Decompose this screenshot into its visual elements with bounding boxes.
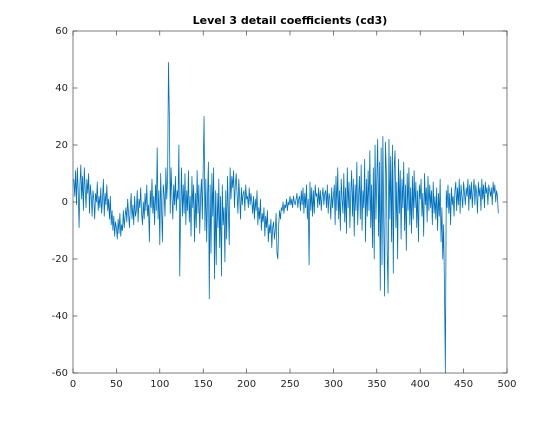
axes-box [72,30,508,374]
x-tick-label: 100 [150,379,169,390]
y-tick-label: 20 [55,140,68,151]
x-tick-label: 350 [367,379,386,390]
x-tick-label: 450 [454,379,473,390]
x-tick-label: 250 [280,379,299,390]
x-tick-label: 0 [70,379,76,390]
x-tick-label: 300 [324,379,343,390]
x-tick-label: 500 [497,379,516,390]
chart-title: Level 3 detail coefficients (cd3) [193,14,388,27]
x-tick-label: 200 [237,379,256,390]
x-tick-label: 150 [194,379,213,390]
y-tick-label: 40 [55,83,68,94]
y-tick-label: -60 [52,368,68,379]
y-tick-label: -40 [52,311,68,322]
x-tick-label: 400 [411,379,430,390]
data-line [73,61,499,374]
y-tick-label: 60 [55,26,68,37]
y-tick-label: -20 [52,254,68,265]
x-tick-label: 50 [110,379,123,390]
y-tick-label: 0 [62,197,68,208]
